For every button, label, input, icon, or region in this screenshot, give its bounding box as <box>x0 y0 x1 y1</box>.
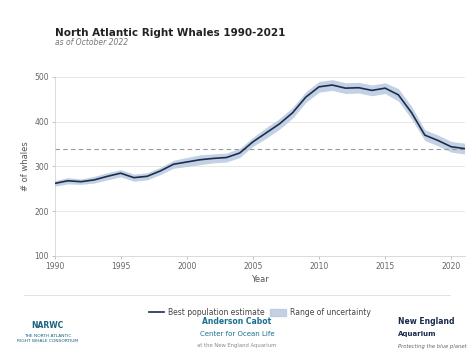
Text: Anderson Cabot: Anderson Cabot <box>202 317 272 326</box>
X-axis label: Year: Year <box>251 275 268 284</box>
Text: NARWC: NARWC <box>31 321 64 330</box>
Text: North Atlantic Right Whales 1990-2021: North Atlantic Right Whales 1990-2021 <box>55 28 285 38</box>
Text: at the New England Aquarium: at the New England Aquarium <box>197 343 277 348</box>
Text: New England: New England <box>398 317 455 326</box>
Text: Center for Ocean Life: Center for Ocean Life <box>200 331 274 337</box>
Y-axis label: # of whales: # of whales <box>21 142 30 191</box>
Text: Protecting the blue planet: Protecting the blue planet <box>398 344 467 349</box>
Legend: Best population estimate, Range of uncertainty: Best population estimate, Range of uncer… <box>146 305 374 320</box>
Text: as of October 2022: as of October 2022 <box>55 38 128 47</box>
Text: THE NORTH ATLANTIC
RIGHT WHALE CONSORTIUM: THE NORTH ATLANTIC RIGHT WHALE CONSORTIU… <box>17 334 78 343</box>
Text: Aquarium: Aquarium <box>398 331 437 337</box>
